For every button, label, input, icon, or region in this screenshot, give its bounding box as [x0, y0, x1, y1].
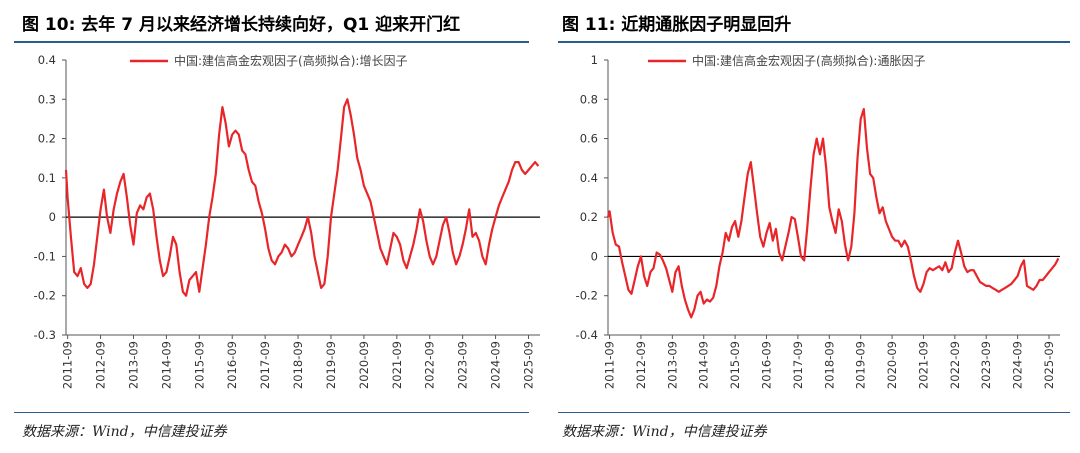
- x-tick-label: 2023-09: [979, 341, 993, 389]
- x-tick-label: 2014-09: [159, 341, 173, 389]
- x-tick-label: 2015-09: [192, 341, 206, 389]
- y-tick-label: -0.1: [34, 249, 56, 263]
- x-tick-label: 2021-09: [390, 341, 404, 389]
- figure-11-top-rule: [558, 41, 1070, 43]
- y-tick-label: 0.2: [38, 132, 56, 146]
- x-tick-label: 2023-09: [456, 341, 470, 389]
- x-tick-label: 2024-09: [1011, 341, 1025, 389]
- y-tick-label: 0.4: [580, 171, 598, 185]
- x-tick-label: 2024-09: [489, 341, 503, 389]
- figure-10-panel: 图 10: 去年 7 月以来经济增长持续向好，Q1 迎来开门红 0.4 0.3 0.…: [14, 15, 540, 440]
- y-tick-label: -0.2: [34, 289, 56, 303]
- series-line: [64, 98, 540, 297]
- inflation-factor-chart: 1 0.8 0.6 0.4 0.2 0 -0.2 -0.4 2011-09 2012-09 2013…: [576, 53, 1060, 389]
- x-tick-label: 2015-09: [728, 341, 742, 389]
- x-tick-label: 2013-09: [126, 341, 140, 389]
- y-tick-label: 0.1: [38, 171, 56, 185]
- y-tick-label: -0.4: [576, 328, 598, 342]
- y-tick-label: 0.3: [38, 92, 56, 106]
- y-tick-label: 0.8: [580, 92, 598, 106]
- figure-10-bottom-rule: [14, 412, 529, 413]
- figure-11-bottom-rule: [558, 412, 1070, 413]
- figure-11-title: 图 11: 近期通胀因子明显回升: [562, 15, 792, 35]
- series-line: [606, 108, 1060, 319]
- x-tick-label: 2020-09: [357, 341, 371, 389]
- x-tick-label: 2012-09: [94, 341, 108, 389]
- x-tick-label: 2022-09: [423, 341, 437, 389]
- x-tick-label: 2019-09: [324, 341, 338, 389]
- figure-10-source: 数据来源：Wind，中信建投证券: [22, 424, 227, 440]
- growth-factor-chart: 0.4 0.3 0.2 0.1 0 -0.1 -0.2 -0.3 2011-09 2012-09 2…: [34, 53, 540, 389]
- x-tick-label: 2025-09: [521, 341, 535, 389]
- legend-label: 中国:建信高金宏观因子(高频拟合):通胀因子: [692, 53, 925, 68]
- x-tick-label: 2016-09: [760, 341, 774, 389]
- figure-11-source: 数据来源：Wind，中信建投证券: [562, 424, 767, 440]
- x-tick-label: 2012-09: [634, 341, 648, 389]
- y-tick-label: 0.4: [38, 53, 56, 67]
- y-tick-label: 0.2: [580, 210, 598, 224]
- x-tick-label: 2016-09: [225, 341, 239, 389]
- x-tick-label: 2019-09: [854, 341, 868, 389]
- y-tick-label: 0.6: [580, 132, 598, 146]
- legend-label: 中国:建信高金宏观因子(高频拟合):增长因子: [174, 53, 407, 68]
- x-tick-label: 2014-09: [697, 341, 711, 389]
- figure-10-top-rule: [14, 41, 529, 43]
- figure-10-title: 图 10: 去年 7 月以来经济增长持续向好，Q1 迎来开门红: [22, 15, 461, 35]
- x-tick-label: 2018-09: [291, 341, 305, 389]
- x-tick-label: 2011-09: [61, 341, 75, 389]
- x-tick-label: 2021-09: [916, 341, 930, 389]
- x-tick-label: 2022-09: [948, 341, 962, 389]
- x-tick-label: 2011-09: [603, 341, 617, 389]
- y-tick-label: 1: [591, 53, 598, 67]
- figure-11-panel: 图 11: 近期通胀因子明显回升 1 0.8 0.6 0.4 0.2 0 -0.2 -0.4 2…: [540, 0, 1080, 453]
- x-tick-label: 2017-09: [791, 341, 805, 389]
- x-tick-label: 2018-09: [822, 341, 836, 389]
- y-tick-label: -0.3: [34, 328, 56, 342]
- y-tick-label: -0.2: [576, 289, 598, 303]
- x-tick-label: 2013-09: [665, 341, 679, 389]
- y-tick-label: 0: [591, 249, 598, 263]
- x-tick-label: 2025-09: [1042, 341, 1056, 389]
- x-tick-label: 2017-09: [258, 341, 272, 389]
- x-tick-label: 2020-09: [885, 341, 899, 389]
- y-tick-label: 0: [49, 210, 56, 224]
